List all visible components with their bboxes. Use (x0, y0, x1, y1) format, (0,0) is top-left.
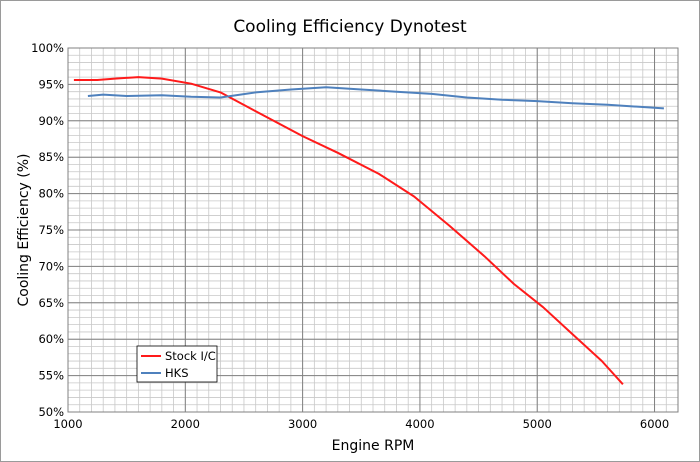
x-tick-label: 4000 (405, 417, 434, 431)
x-tick-label: 1000 (53, 417, 82, 431)
legend-entry: HKS (165, 366, 189, 380)
y-tick-label: 60% (38, 332, 64, 346)
y-tick-label: 75% (38, 223, 64, 237)
legend-entry: Stock I/C (165, 349, 216, 363)
series-line-hks (87, 86, 664, 110)
y-tick-label: 90% (38, 114, 64, 128)
y-tick-label: 95% (38, 77, 64, 91)
x-tick-label: 6000 (640, 417, 669, 431)
x-tick-label: 3000 (288, 417, 317, 431)
series-line-stock-ic (73, 76, 624, 385)
y-tick-label: 50% (38, 405, 64, 419)
x-axis-ticks: 1000 2000 3000 4000 5000 6000 (53, 417, 669, 431)
plot-border (67, 47, 679, 413)
x-tick-label: 2000 (171, 417, 200, 431)
y-axis-label: Cooling Efficiency (%) (16, 153, 32, 306)
y-tick-label: 70% (38, 259, 64, 273)
series-layer (73, 76, 664, 385)
x-tick-label: 5000 (523, 417, 552, 431)
y-tick-label: 85% (38, 150, 64, 164)
y-tick-label: 80% (38, 187, 64, 201)
legend: Stock I/C HKS (136, 345, 218, 383)
y-tick-label: 65% (38, 296, 64, 310)
y-tick-label: 55% (38, 369, 64, 383)
y-tick-label: 100% (31, 41, 64, 55)
x-axis-label: Engine RPM (332, 438, 415, 454)
y-axis-ticks: 50% 55% 60% 65% 70% 75% 80% 85% 90% 95% 100% (31, 41, 64, 419)
chart-title: Cooling Efficiency Dynotest (233, 17, 467, 37)
legend-box (136, 345, 218, 383)
